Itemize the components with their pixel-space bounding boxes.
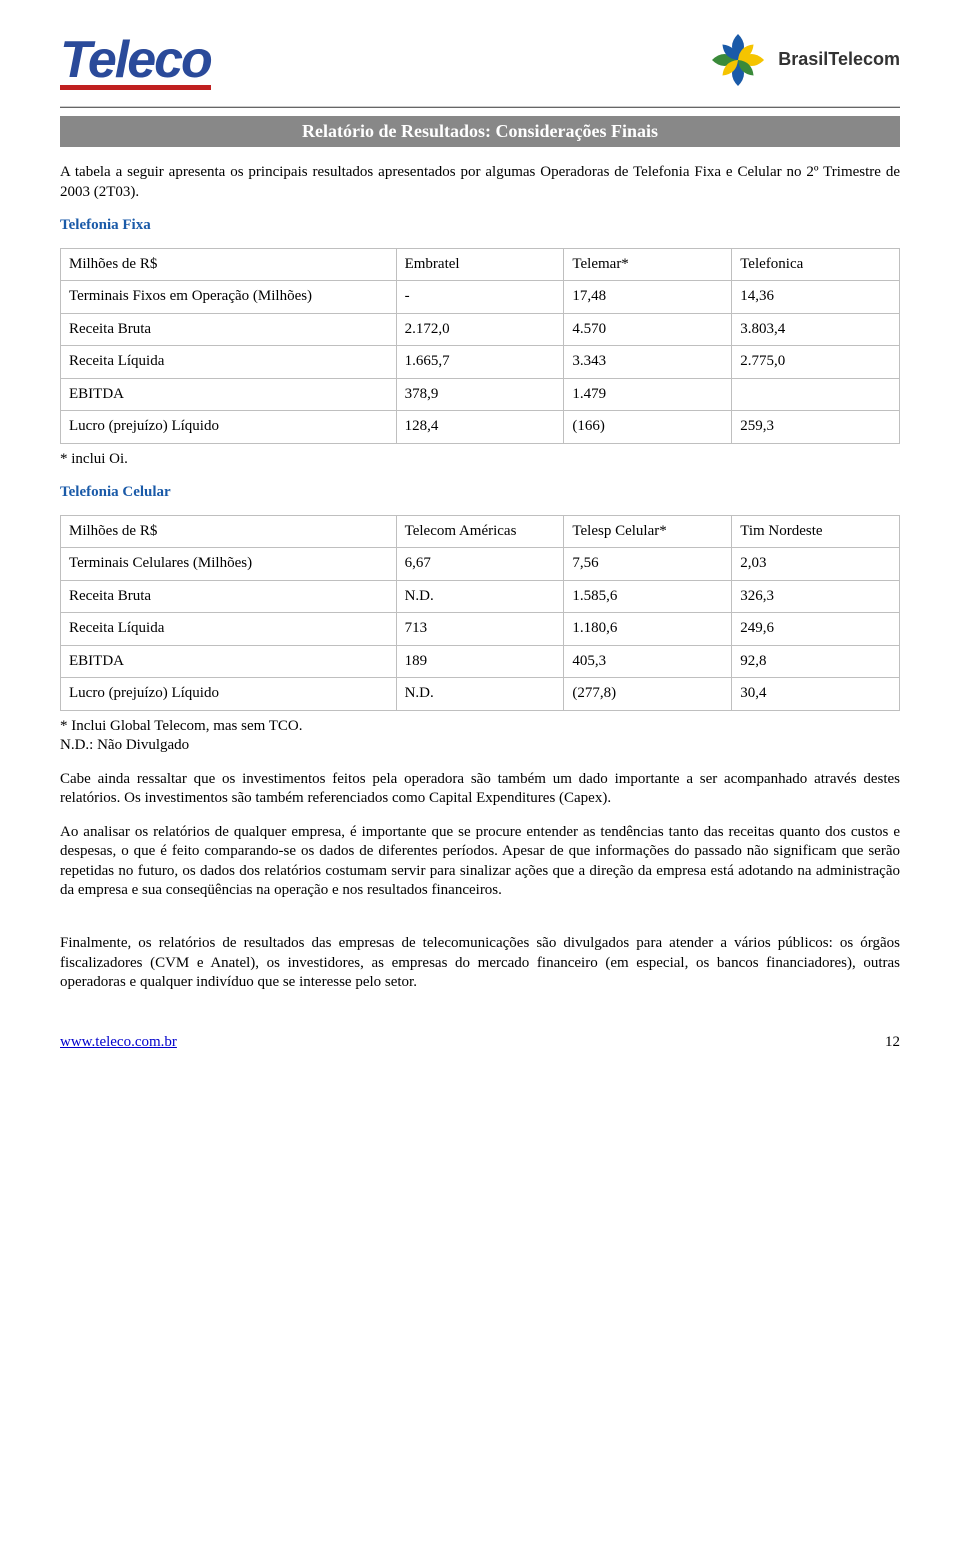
brasiltelecom-logo: BrasilTelecom	[708, 30, 900, 90]
table-row: Lucro (prejuízo) Líquido N.D. (277,8) 30…	[61, 678, 900, 711]
table-cell: EBITDA	[61, 645, 397, 678]
table-cell: 189	[396, 645, 564, 678]
table-cell: 405,3	[564, 645, 732, 678]
table-header-cell: Tim Nordeste	[732, 515, 900, 548]
table-header-cell: Telecom Américas	[396, 515, 564, 548]
page-header: Teleco BrasilTelecom	[60, 30, 900, 90]
table-header-cell: Milhões de R$	[61, 515, 397, 548]
footer-link[interactable]: www.teleco.com.br	[60, 1033, 177, 1053]
table-cell: 4.570	[564, 313, 732, 346]
table-row: Receita Bruta 2.172,0 4.570 3.803,4	[61, 313, 900, 346]
table-cell: 2.775,0	[732, 346, 900, 379]
table-cell: 7,56	[564, 548, 732, 581]
table-cell: N.D.	[396, 678, 564, 711]
table-row: Lucro (prejuízo) Líquido 128,4 (166) 259…	[61, 411, 900, 444]
table-cell: 92,8	[732, 645, 900, 678]
table-cell: 1.665,7	[396, 346, 564, 379]
table-cell: 713	[396, 613, 564, 646]
table-footnote: * inclui Oi.	[60, 450, 900, 470]
brasiltelecom-icon	[708, 30, 768, 90]
table-row: Terminais Celulares (Milhões) 6,67 7,56 …	[61, 548, 900, 581]
table-row: EBITDA 378,9 1.479	[61, 378, 900, 411]
table-telefonia-fixa: Milhões de R$ Embratel Telemar* Telefoni…	[60, 248, 900, 444]
table-cell: 378,9	[396, 378, 564, 411]
table-cell: Receita Líquida	[61, 613, 397, 646]
section-banner: Relatório de Resultados: Considerações F…	[60, 116, 900, 147]
table-row: EBITDA 189 405,3 92,8	[61, 645, 900, 678]
header-divider	[60, 106, 900, 108]
table-cell: 1.180,6	[564, 613, 732, 646]
table-cell: 259,3	[732, 411, 900, 444]
table-cell: 6,67	[396, 548, 564, 581]
section-label-fixa: Telefonia Fixa	[60, 216, 900, 236]
body-paragraph: Finalmente, os relatórios de resultados …	[60, 934, 900, 993]
table-footnote: N.D.: Não Divulgado	[60, 736, 900, 756]
table-cell: 3.343	[564, 346, 732, 379]
table-cell: 3.803,4	[732, 313, 900, 346]
table-cell: 326,3	[732, 580, 900, 613]
table-cell: 17,48	[564, 281, 732, 314]
table-header-cell: Telefonica	[732, 248, 900, 281]
table-cell: (166)	[564, 411, 732, 444]
table-footnote: * Inclui Global Telecom, mas sem TCO.	[60, 717, 900, 737]
table-cell: 30,4	[732, 678, 900, 711]
page-footer: www.teleco.com.br 12	[60, 1033, 900, 1053]
table-cell: (277,8)	[564, 678, 732, 711]
table-cell: N.D.	[396, 580, 564, 613]
table-header-cell: Embratel	[396, 248, 564, 281]
table-row: Receita Bruta N.D. 1.585,6 326,3	[61, 580, 900, 613]
section-label-celular: Telefonia Celular	[60, 483, 900, 503]
table-cell: Lucro (prejuízo) Líquido	[61, 411, 397, 444]
table-header-row: Milhões de R$ Embratel Telemar* Telefoni…	[61, 248, 900, 281]
table-cell: 14,36	[732, 281, 900, 314]
table-cell: 2,03	[732, 548, 900, 581]
table-cell: 2.172,0	[396, 313, 564, 346]
body-paragraph: Cabe ainda ressaltar que os investimento…	[60, 770, 900, 809]
table-header-cell: Telemar*	[564, 248, 732, 281]
brasiltelecom-logo-text: BrasilTelecom	[778, 48, 900, 71]
table-cell: Telesp Celular*	[564, 515, 732, 548]
table-telefonia-celular: Milhões de R$ Telecom Américas Telesp Ce…	[60, 515, 900, 711]
intro-paragraph: A tabela a seguir apresenta os principai…	[60, 163, 900, 202]
table-cell: -	[396, 281, 564, 314]
page-number: 12	[885, 1033, 900, 1053]
table-cell: 128,4	[396, 411, 564, 444]
teleco-logo: Teleco	[60, 34, 211, 86]
table-cell: 1.585,6	[564, 580, 732, 613]
table-cell: Receita Bruta	[61, 580, 397, 613]
table-cell	[732, 378, 900, 411]
body-paragraph: Ao analisar os relatórios de qualquer em…	[60, 823, 900, 901]
table-cell: Terminais Fixos em Operação (Milhões)	[61, 281, 397, 314]
table-header-row: Milhões de R$ Telecom Américas Telesp Ce…	[61, 515, 900, 548]
table-header-cell: Milhões de R$	[61, 248, 397, 281]
table-cell: Lucro (prejuízo) Líquido	[61, 678, 397, 711]
table-cell: EBITDA	[61, 378, 397, 411]
table-row: Terminais Fixos em Operação (Milhões) - …	[61, 281, 900, 314]
table-row: Receita Líquida 1.665,7 3.343 2.775,0	[61, 346, 900, 379]
table-cell: 1.479	[564, 378, 732, 411]
table-cell: Receita Bruta	[61, 313, 397, 346]
table-row: Receita Líquida 713 1.180,6 249,6	[61, 613, 900, 646]
table-cell: 249,6	[732, 613, 900, 646]
table-cell: Receita Líquida	[61, 346, 397, 379]
table-cell: Terminais Celulares (Milhões)	[61, 548, 397, 581]
